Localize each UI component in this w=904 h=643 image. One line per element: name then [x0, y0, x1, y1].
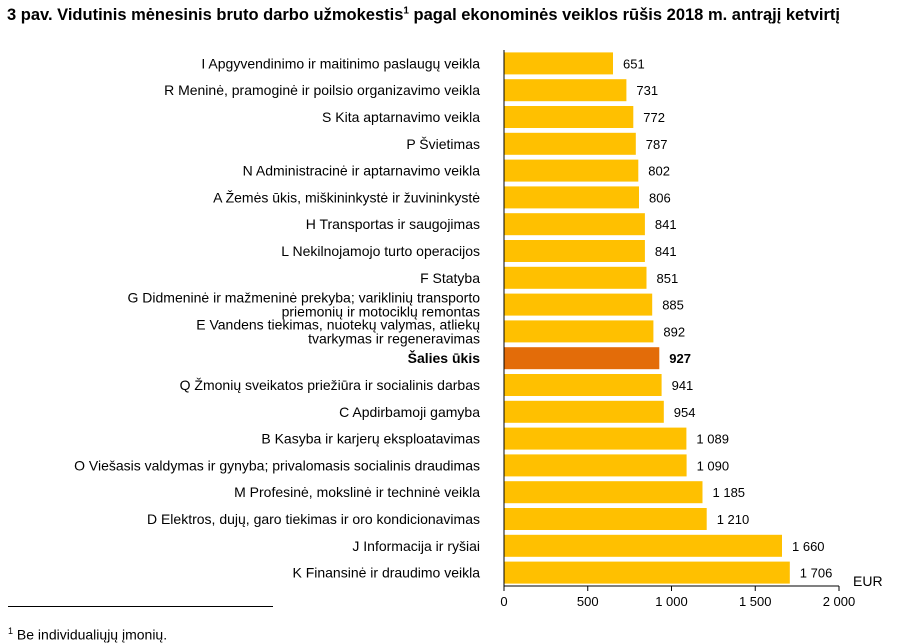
bar	[504, 534, 782, 557]
category-label: L Nekilnojamojo turto operacijos	[281, 243, 480, 259]
x-tick-label: 1 500	[739, 594, 772, 609]
bar	[504, 481, 703, 504]
category-label: priemonių ir motociklų remontas	[282, 304, 480, 320]
title-text-before: 3 pav. Vidutinis mėnesinis bruto darbo u…	[7, 6, 404, 24]
x-tick-label: 1 000	[655, 594, 688, 609]
bar	[504, 293, 653, 316]
bar	[504, 213, 645, 236]
value-label: 1 706	[800, 566, 833, 581]
bar	[504, 240, 645, 262]
category-label: tvarkymas ir regeneravimas	[308, 330, 480, 346]
bar	[504, 52, 613, 75]
value-label: 1 210	[717, 512, 750, 527]
value-label: 806	[649, 190, 671, 205]
bar	[504, 266, 647, 289]
title-footnote-ref: 1	[403, 5, 409, 17]
value-label: 954	[674, 405, 696, 420]
bar	[504, 186, 639, 209]
category-label: D Elektros, dujų, garo tiekimas ir oro k…	[147, 511, 480, 527]
bar	[504, 106, 634, 128]
footnote-mark: 1	[8, 626, 14, 636]
category-label: C Apdirbamoji gamyba	[339, 404, 480, 420]
x-tick-label: 2 000	[823, 594, 856, 609]
value-label: 885	[662, 298, 684, 313]
bar	[504, 347, 660, 370]
bar	[504, 454, 687, 477]
value-label: 927	[669, 351, 691, 366]
category-label: R Meninė, pramoginė ir poilsio organizav…	[164, 82, 480, 98]
bar	[504, 400, 664, 423]
category-label: Šalies ūkis	[408, 349, 481, 366]
category-label: E Vandens tiekimas, nuotekų valymas, atl…	[196, 316, 480, 332]
value-label: 941	[672, 378, 694, 393]
bar	[504, 320, 654, 343]
value-label: 1 089	[696, 432, 729, 447]
value-label: 651	[623, 56, 645, 71]
bar	[504, 508, 707, 530]
value-label: 787	[646, 137, 668, 152]
title-text-after: pagal ekonominės veiklos rūšis 2018 m. a…	[408, 6, 840, 24]
category-label: H Transportas ir saugojimas	[306, 216, 480, 232]
category-label: N Administracinė ir aptarnavimo veikla	[243, 163, 481, 179]
bar	[504, 427, 687, 450]
value-label: 1 185	[713, 485, 746, 500]
category-label: O Viešasis valdymas ir gynyba; privaloma…	[74, 457, 480, 473]
category-label: M Profesinė, mokslinė ir techninė veikla	[234, 484, 480, 500]
category-label: K Finansinė ir draudimo veikla	[292, 565, 480, 581]
footnote-text: Be individualiųjų įmonių.	[13, 626, 168, 643]
value-label: 731	[636, 83, 658, 98]
category-label: F Statyba	[420, 270, 480, 286]
category-label: G Didmeninė ir mažmeninė prekyba; varikl…	[128, 290, 481, 306]
value-label: 772	[643, 110, 665, 125]
footnote-divider	[8, 606, 273, 607]
value-label: 1 090	[697, 458, 730, 473]
category-label: Q Žmonių sveikatos priežiūra ir socialin…	[180, 377, 480, 393]
x-tick-label: 0	[500, 594, 507, 609]
category-label: J Informacija ir ryšiai	[352, 538, 480, 554]
x-tick-label: 500	[577, 594, 599, 609]
value-label: 841	[655, 217, 677, 232]
value-label: 1 660	[792, 539, 825, 554]
category-label: B Kasyba ir karjerų eksploatavimas	[261, 431, 480, 447]
category-label: P Švietimas	[406, 136, 480, 152]
bar	[504, 159, 639, 182]
bar	[504, 79, 627, 102]
unit-label: EUR	[853, 573, 883, 589]
category-label: A Žemės ūkis, miškininkystė ir žuvininky…	[213, 189, 480, 205]
bar	[504, 374, 662, 396]
value-label: 841	[655, 244, 677, 259]
bar	[504, 132, 636, 155]
value-label: 802	[648, 164, 670, 179]
chart-title: 3 pav. Vidutinis mėnesinis bruto darbo u…	[7, 6, 887, 25]
category-label: I Apgyvendinimo ir maitinimo paslaugų ve…	[201, 55, 480, 71]
category-label: S Kita aptarnavimo veikla	[322, 109, 480, 125]
value-label: 851	[657, 271, 679, 286]
footnote: 1 Be individualiųjų įmonių.	[8, 623, 167, 643]
bar	[504, 561, 790, 584]
value-label: 892	[663, 324, 685, 339]
